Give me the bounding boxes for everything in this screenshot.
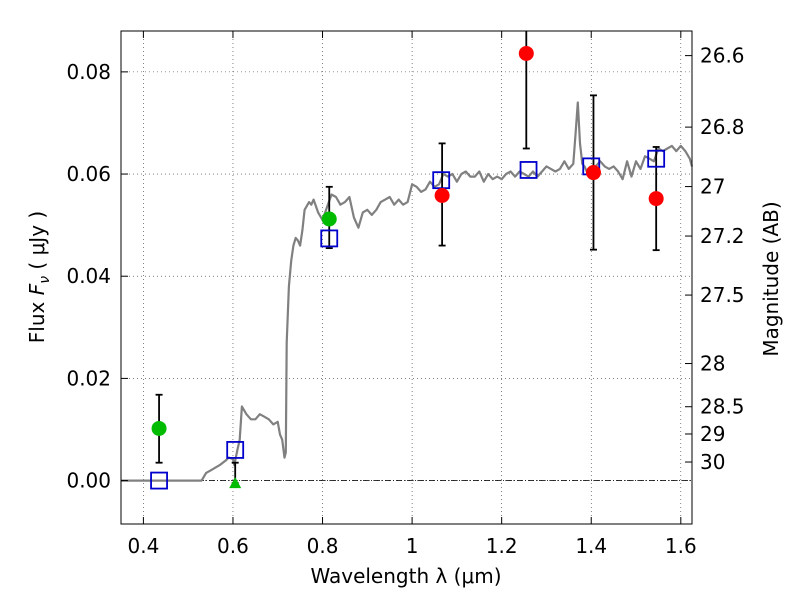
red-data-point	[434, 188, 450, 204]
green-upper-limit-marker	[229, 477, 242, 489]
red-data-point	[518, 45, 534, 61]
x-axis-title: Wavelength λ (μm)	[310, 564, 501, 588]
y-axis-title-subscript: ν	[37, 276, 53, 284]
y-tick-label: 0.08	[66, 60, 111, 84]
magnitude-tick-label: 26.8	[700, 115, 745, 139]
y-axis-title: Flux Fν ( μJy )	[25, 211, 53, 343]
x-tick-label: 0.8	[307, 534, 339, 558]
model-flux-square	[226, 441, 245, 459]
x-tick-label: 1.4	[575, 534, 607, 558]
green-data-point	[151, 420, 167, 436]
model-flux-square	[320, 229, 339, 248]
magnitude-tick-label: 26.6	[700, 44, 745, 68]
magnitude-tick-label: 30	[700, 450, 725, 474]
y-axis-title-prefix: Flux	[25, 295, 49, 343]
y-axis-title-suffix: ( μJy )	[25, 211, 49, 276]
data-markers	[150, 45, 666, 490]
y-axis-right-title: Magnitude (AB)	[759, 201, 783, 356]
green-data-point	[321, 211, 337, 227]
magnitude-tick-label: 29	[700, 422, 725, 446]
y-tick-label: 0.06	[66, 162, 111, 186]
y-tick-label: 0.00	[66, 469, 111, 493]
x-tick-labels: 0.4 0.6 0.8 1 1.2 1.4 1.6	[127, 534, 696, 558]
x-tick-label: 1	[406, 534, 419, 558]
red-data-point	[648, 191, 664, 207]
model-flux-square	[647, 149, 666, 168]
y-tick-label: 0.04	[66, 264, 111, 288]
magnitude-tick-labels: 26.6 26.8 27 27.2 27.5 28 28.5 29 30	[700, 44, 745, 474]
x-tick-label: 0.6	[217, 534, 249, 558]
model-flux-square	[150, 471, 168, 490]
magnitude-tick-label: 28	[700, 352, 725, 376]
axis-ticks	[121, 31, 692, 524]
magnitude-tick-label: 27	[700, 175, 725, 199]
model-flux-square	[519, 161, 538, 179]
x-tick-label: 1.6	[665, 534, 697, 558]
x-tick-label: 0.4	[127, 534, 159, 558]
red-data-point	[585, 165, 601, 181]
magnitude-tick-label: 27.5	[700, 283, 745, 307]
magnitude-tick-label: 27.2	[700, 224, 745, 248]
plot-frame	[120, 30, 693, 525]
y-tick-labels: 0.00 0.02 0.04 0.06 0.08	[66, 60, 111, 493]
sed-model-line	[121, 101, 694, 482]
sed-model-curve	[121, 101, 694, 482]
y-tick-label: 0.02	[66, 366, 111, 390]
plot-background	[121, 31, 692, 524]
magnitude-tick-label: 28.5	[700, 395, 745, 419]
x-tick-label: 1.2	[486, 534, 518, 558]
y-axis-title-symbol: F	[25, 283, 49, 295]
